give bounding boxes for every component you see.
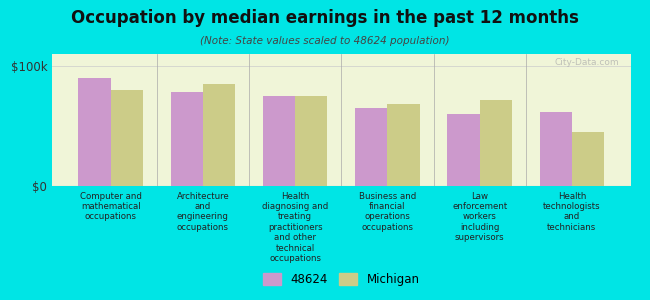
Bar: [78, 78, 111, 186]
Bar: [295, 96, 328, 186]
Bar: [170, 92, 203, 186]
Bar: [480, 100, 512, 186]
Bar: [540, 112, 572, 186]
Text: City-Data.com: City-Data.com: [554, 58, 619, 67]
Text: Occupation by median earnings in the past 12 months: Occupation by median earnings in the pas…: [71, 9, 579, 27]
Legend: 48624, Michigan: 48624, Michigan: [257, 268, 425, 292]
Bar: [447, 114, 480, 186]
Bar: [111, 90, 143, 186]
Bar: [355, 108, 387, 186]
Bar: [387, 104, 420, 186]
Bar: [263, 96, 295, 186]
Bar: [203, 84, 235, 186]
Bar: [572, 132, 604, 186]
Text: (Note: State values scaled to 48624 population): (Note: State values scaled to 48624 popu…: [200, 36, 450, 46]
